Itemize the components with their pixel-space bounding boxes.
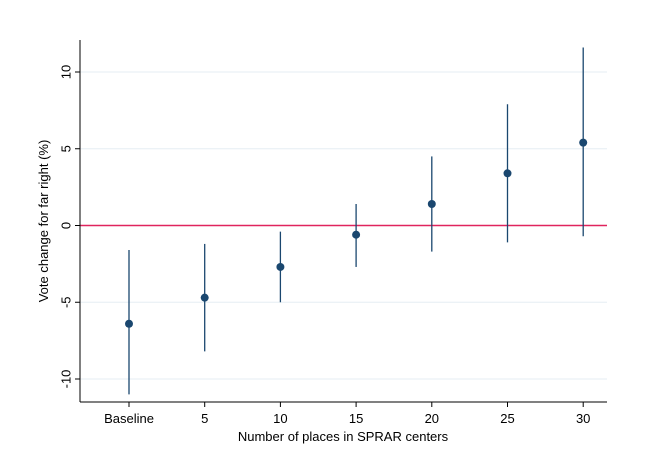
x-tick-label: Baseline [104, 411, 154, 426]
axes [79, 40, 607, 403]
x-tick-label: 15 [349, 411, 363, 426]
x-axis-title: Number of places in SPRAR centers [238, 429, 449, 444]
x-tick-label: 25 [500, 411, 514, 426]
x-ticks: Baseline 5 10 15 20 25 30 [104, 402, 590, 426]
point-estimate [352, 230, 361, 239]
y-tick-label: 5 [59, 145, 74, 152]
confidence-intervals [128, 47, 584, 395]
y-tick-label: -10 [59, 370, 74, 389]
point-estimate [579, 138, 588, 147]
point-estimate [200, 293, 209, 302]
x-tick-label: 30 [576, 411, 590, 426]
point-estimate [276, 262, 285, 271]
x-tick-label: 5 [201, 411, 208, 426]
y-axis-title: Vote change for far right (%) [36, 140, 51, 303]
grid-lines [80, 71, 607, 380]
x-tick-label: 10 [273, 411, 287, 426]
y-tick-label: 10 [59, 65, 74, 79]
point-estimate [125, 319, 133, 328]
x-tick-label: 20 [425, 411, 439, 426]
y-tick-label: 0 [59, 222, 74, 229]
point-estimates [125, 138, 588, 328]
point-estimate [503, 169, 512, 178]
point-estimate [427, 200, 436, 209]
y-ticks: -10 -5 0 5 10 [59, 65, 80, 389]
y-tick-label: -5 [59, 296, 74, 308]
